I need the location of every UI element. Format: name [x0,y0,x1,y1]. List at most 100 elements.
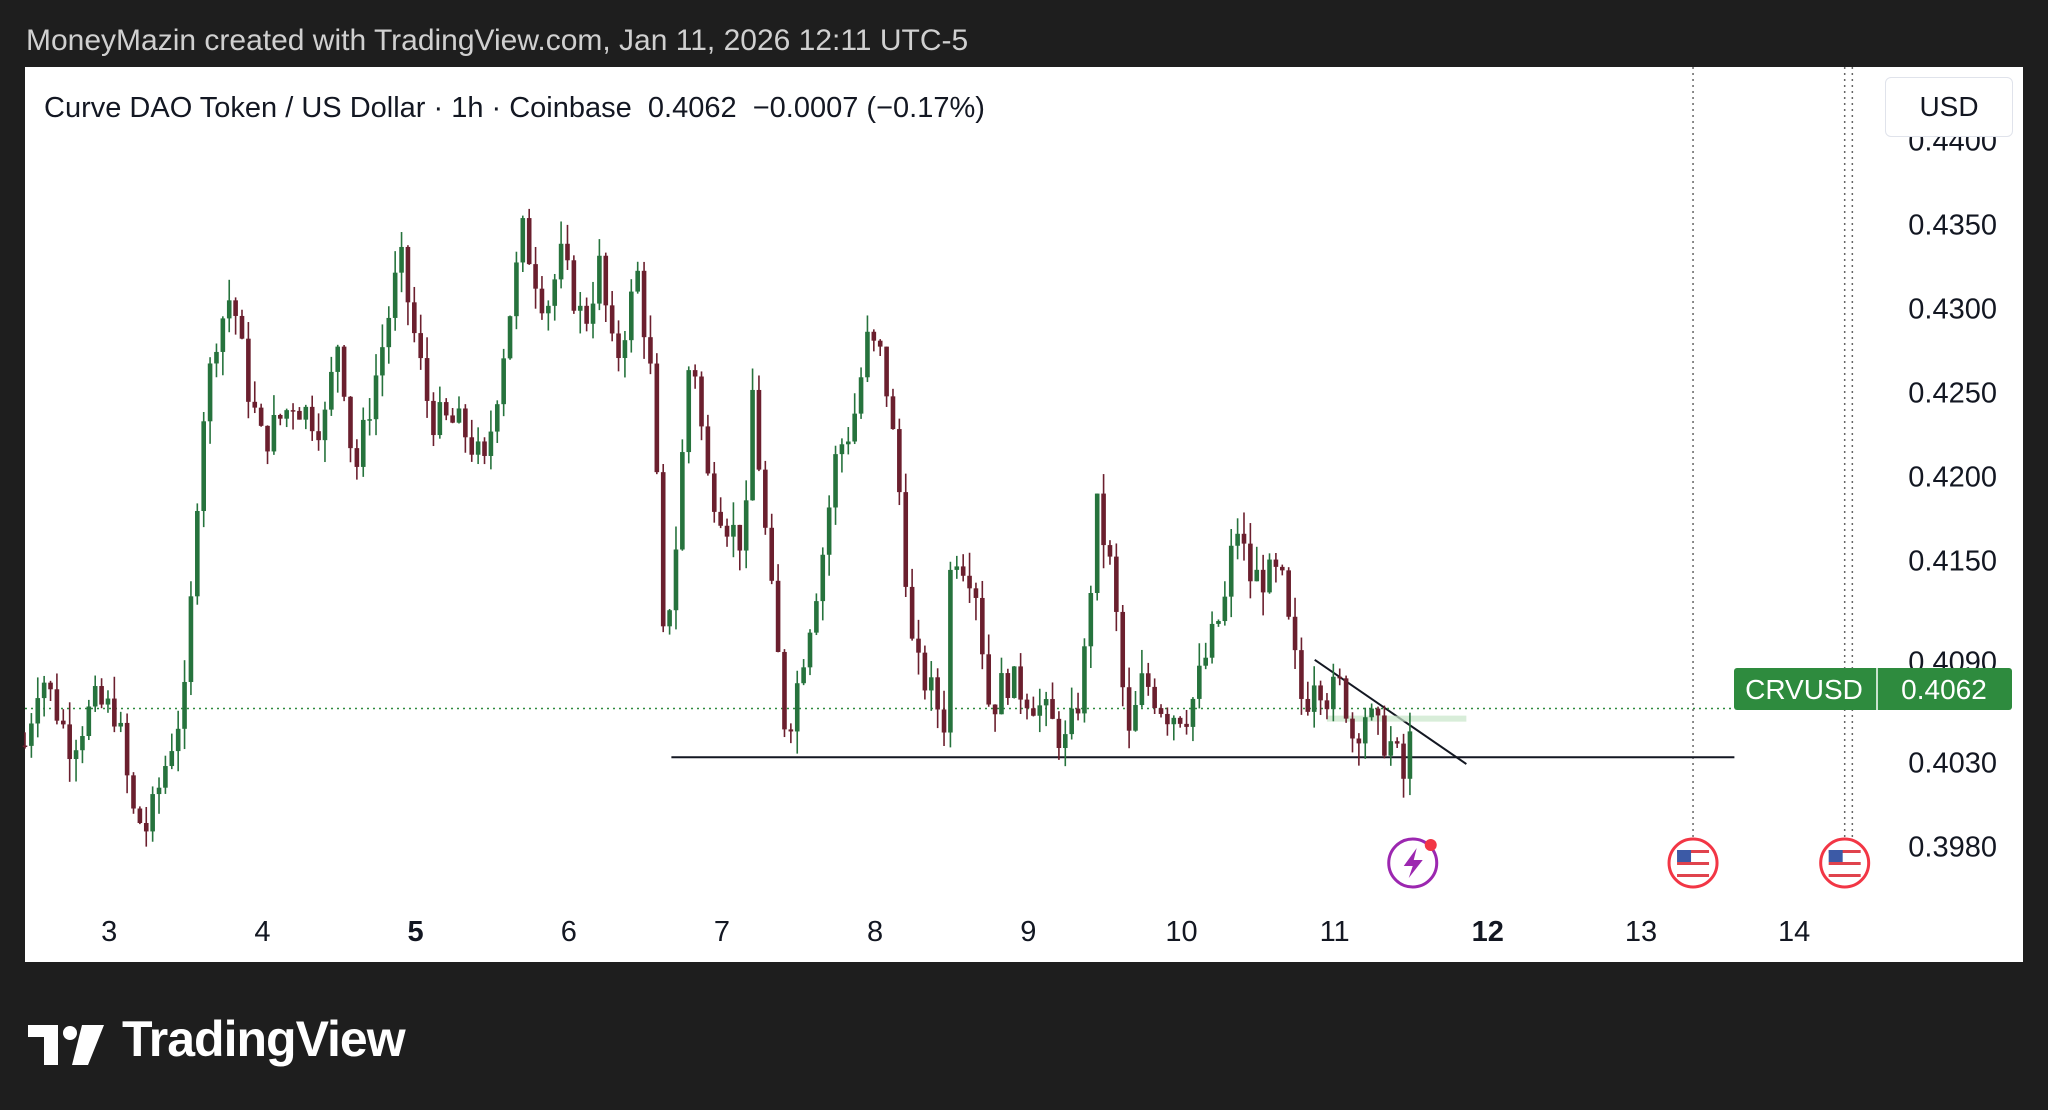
candle [348,396,353,463]
candle [980,580,985,670]
candle-body [814,601,819,633]
candle [475,427,481,465]
candle-body [405,246,411,303]
candle [699,371,704,441]
candle [820,547,826,621]
candle [1165,707,1170,736]
candle-body [1209,623,1215,658]
candle-body [667,610,672,627]
candle [686,366,692,464]
candle-body [756,389,762,470]
candle-body [935,677,940,710]
candle-body [1324,700,1330,710]
candle [590,281,596,339]
price-axis[interactable]: 0.44000.43500.43000.42500.42000.41500.40… [1908,125,1997,863]
candle-body [1401,743,1406,779]
candle [431,392,436,447]
candle-body [1139,673,1145,706]
candle [680,439,685,551]
candle [105,690,111,713]
candle [654,353,660,475]
candle [118,711,124,733]
candle-body [609,305,615,334]
candle-body [539,288,545,314]
candle [616,320,621,372]
candle-body [22,745,28,748]
x-tick-label: 13 [1625,916,1657,948]
candle-body [1088,593,1094,647]
candle [60,709,66,729]
candle-body [960,566,966,576]
candle-body [571,260,577,311]
candle [399,232,404,293]
candle-body [782,651,787,730]
candle [1369,703,1374,721]
candle [92,675,98,712]
candle-body [916,638,921,653]
candle-body [845,441,851,445]
candle-body [201,421,207,512]
candle-body [175,728,181,752]
currency-button[interactable]: USD [1885,77,2013,137]
candle-body [1382,715,1387,756]
candle [737,524,743,571]
candle [565,224,570,270]
candle-body [463,408,468,438]
candle [252,381,258,414]
candle-body [1228,545,1234,597]
lightning-icon[interactable] [1387,837,1439,889]
candle [246,322,251,419]
candle [673,526,679,630]
candle-body [1094,493,1100,594]
candle-body [163,766,168,788]
candle [124,713,130,794]
candle-body [233,300,238,316]
y-tick-label: 0.4030 [1908,747,1997,779]
event-markers[interactable] [1387,837,1871,889]
drawing-lines[interactable] [671,658,1735,765]
candle [220,316,226,376]
candle-body [1082,646,1087,714]
chart-attribution: MoneyMazin created with TradingView.com,… [26,24,969,57]
candle [571,255,577,314]
candle-body [1120,611,1126,688]
candle [488,410,494,470]
brand-name: TradingView [122,1011,406,1067]
candle-body [852,413,857,442]
candle [1139,649,1145,708]
candle-body [833,454,838,508]
candle [1133,691,1138,732]
candle [207,357,213,444]
us-flag-icon[interactable] [1667,837,1719,889]
candle-body [1273,559,1279,567]
candle [80,726,85,764]
candle-body [654,363,660,473]
candle [1094,493,1100,601]
candle-body [871,331,877,341]
symbol-legend[interactable]: Curve DAO Token / US Dollar · 1h · Coinb… [44,92,985,125]
candle [801,659,806,686]
candle-body [775,580,781,652]
candle [354,439,360,480]
candle-body [488,431,494,456]
chart-panel[interactable] [25,67,2023,962]
candle-body [1311,685,1317,712]
candle-body [437,402,443,436]
candle-body [558,243,564,280]
candle [992,704,998,732]
candle [1337,668,1343,686]
x-tick-label: 3 [101,916,117,948]
candle-body [1050,699,1055,719]
time-axis[interactable]: 3 4 5 6 7 8 9 10 11 12 13 14 [101,916,1810,948]
candle [29,713,34,758]
candle-body [711,473,717,512]
candle [1331,663,1336,722]
candle-body [443,402,449,416]
candle [922,645,928,700]
candle-body [520,218,526,263]
us-flag-icon[interactable] [1819,837,1871,889]
candle [156,777,162,814]
candle-body [501,358,506,405]
candle-body [954,566,960,570]
